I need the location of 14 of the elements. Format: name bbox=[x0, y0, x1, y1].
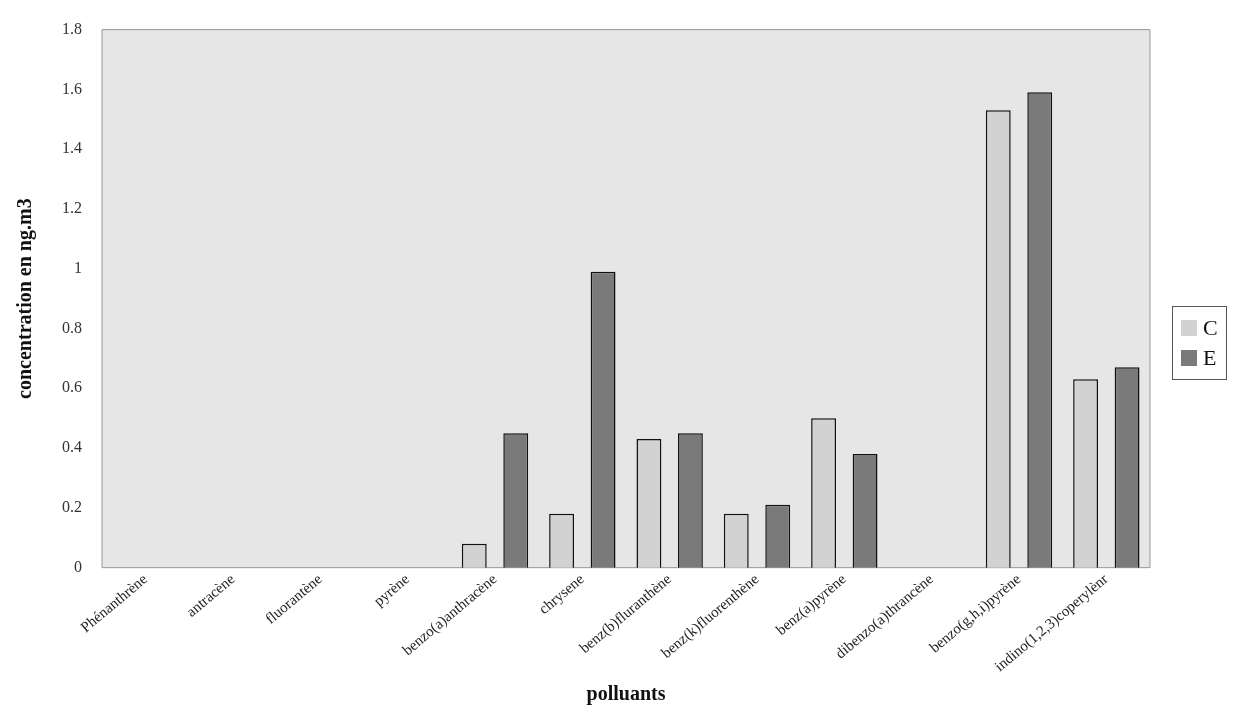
y-tick-label: 0 bbox=[74, 557, 82, 575]
legend-label: E bbox=[1203, 344, 1217, 372]
y-tick-label: 1.6 bbox=[62, 79, 82, 97]
y-tick-label: 0.8 bbox=[62, 318, 82, 336]
y-axis-title: concentration en ng.m3 bbox=[13, 198, 37, 399]
x-axis-title: polluants bbox=[586, 682, 666, 706]
legend-label: C bbox=[1203, 314, 1218, 342]
y-tick-label: 0.6 bbox=[62, 378, 82, 396]
y-tick-label: 1 bbox=[74, 258, 82, 276]
y-tick-label: 0.2 bbox=[62, 498, 82, 516]
y-tick-label: 1.8 bbox=[62, 19, 82, 37]
y-tick-label: 0.4 bbox=[62, 438, 82, 456]
y-tick-label: 1.2 bbox=[62, 199, 82, 217]
y-tick-label: 1.4 bbox=[62, 139, 82, 157]
